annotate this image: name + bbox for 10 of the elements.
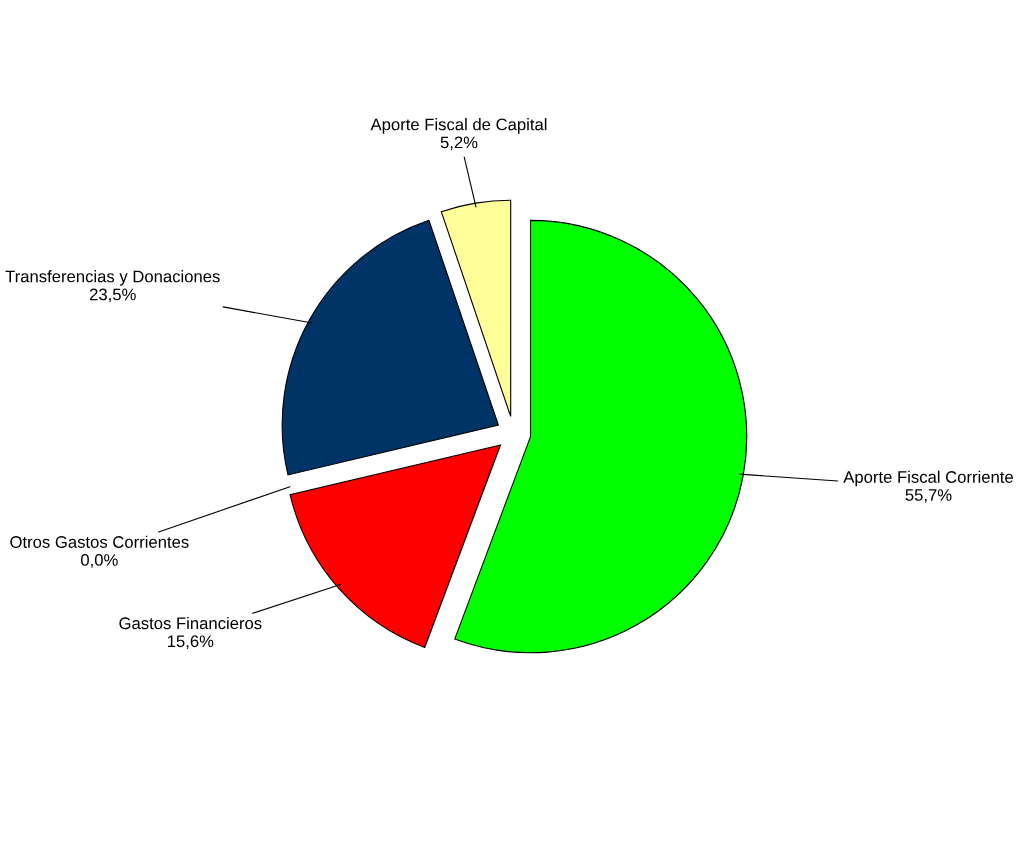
category-label: Otros Gastos Corrientes [10,535,189,548]
data-label: 23,5% [89,288,136,303]
slice-label: Gastos Financieros [119,616,262,630]
data-label: 5,2% [440,136,478,151]
data-label: 55,7% [905,489,952,503]
text: 0,0% [81,554,118,568]
slice-label: Aporte Fiscal Corriente [843,470,1013,487]
slice-label: Aporte Fiscal de Capital [370,118,547,134]
slice-label: Transferencias y Donaciones [5,270,220,286]
data-label: 15,6% [167,635,214,650]
